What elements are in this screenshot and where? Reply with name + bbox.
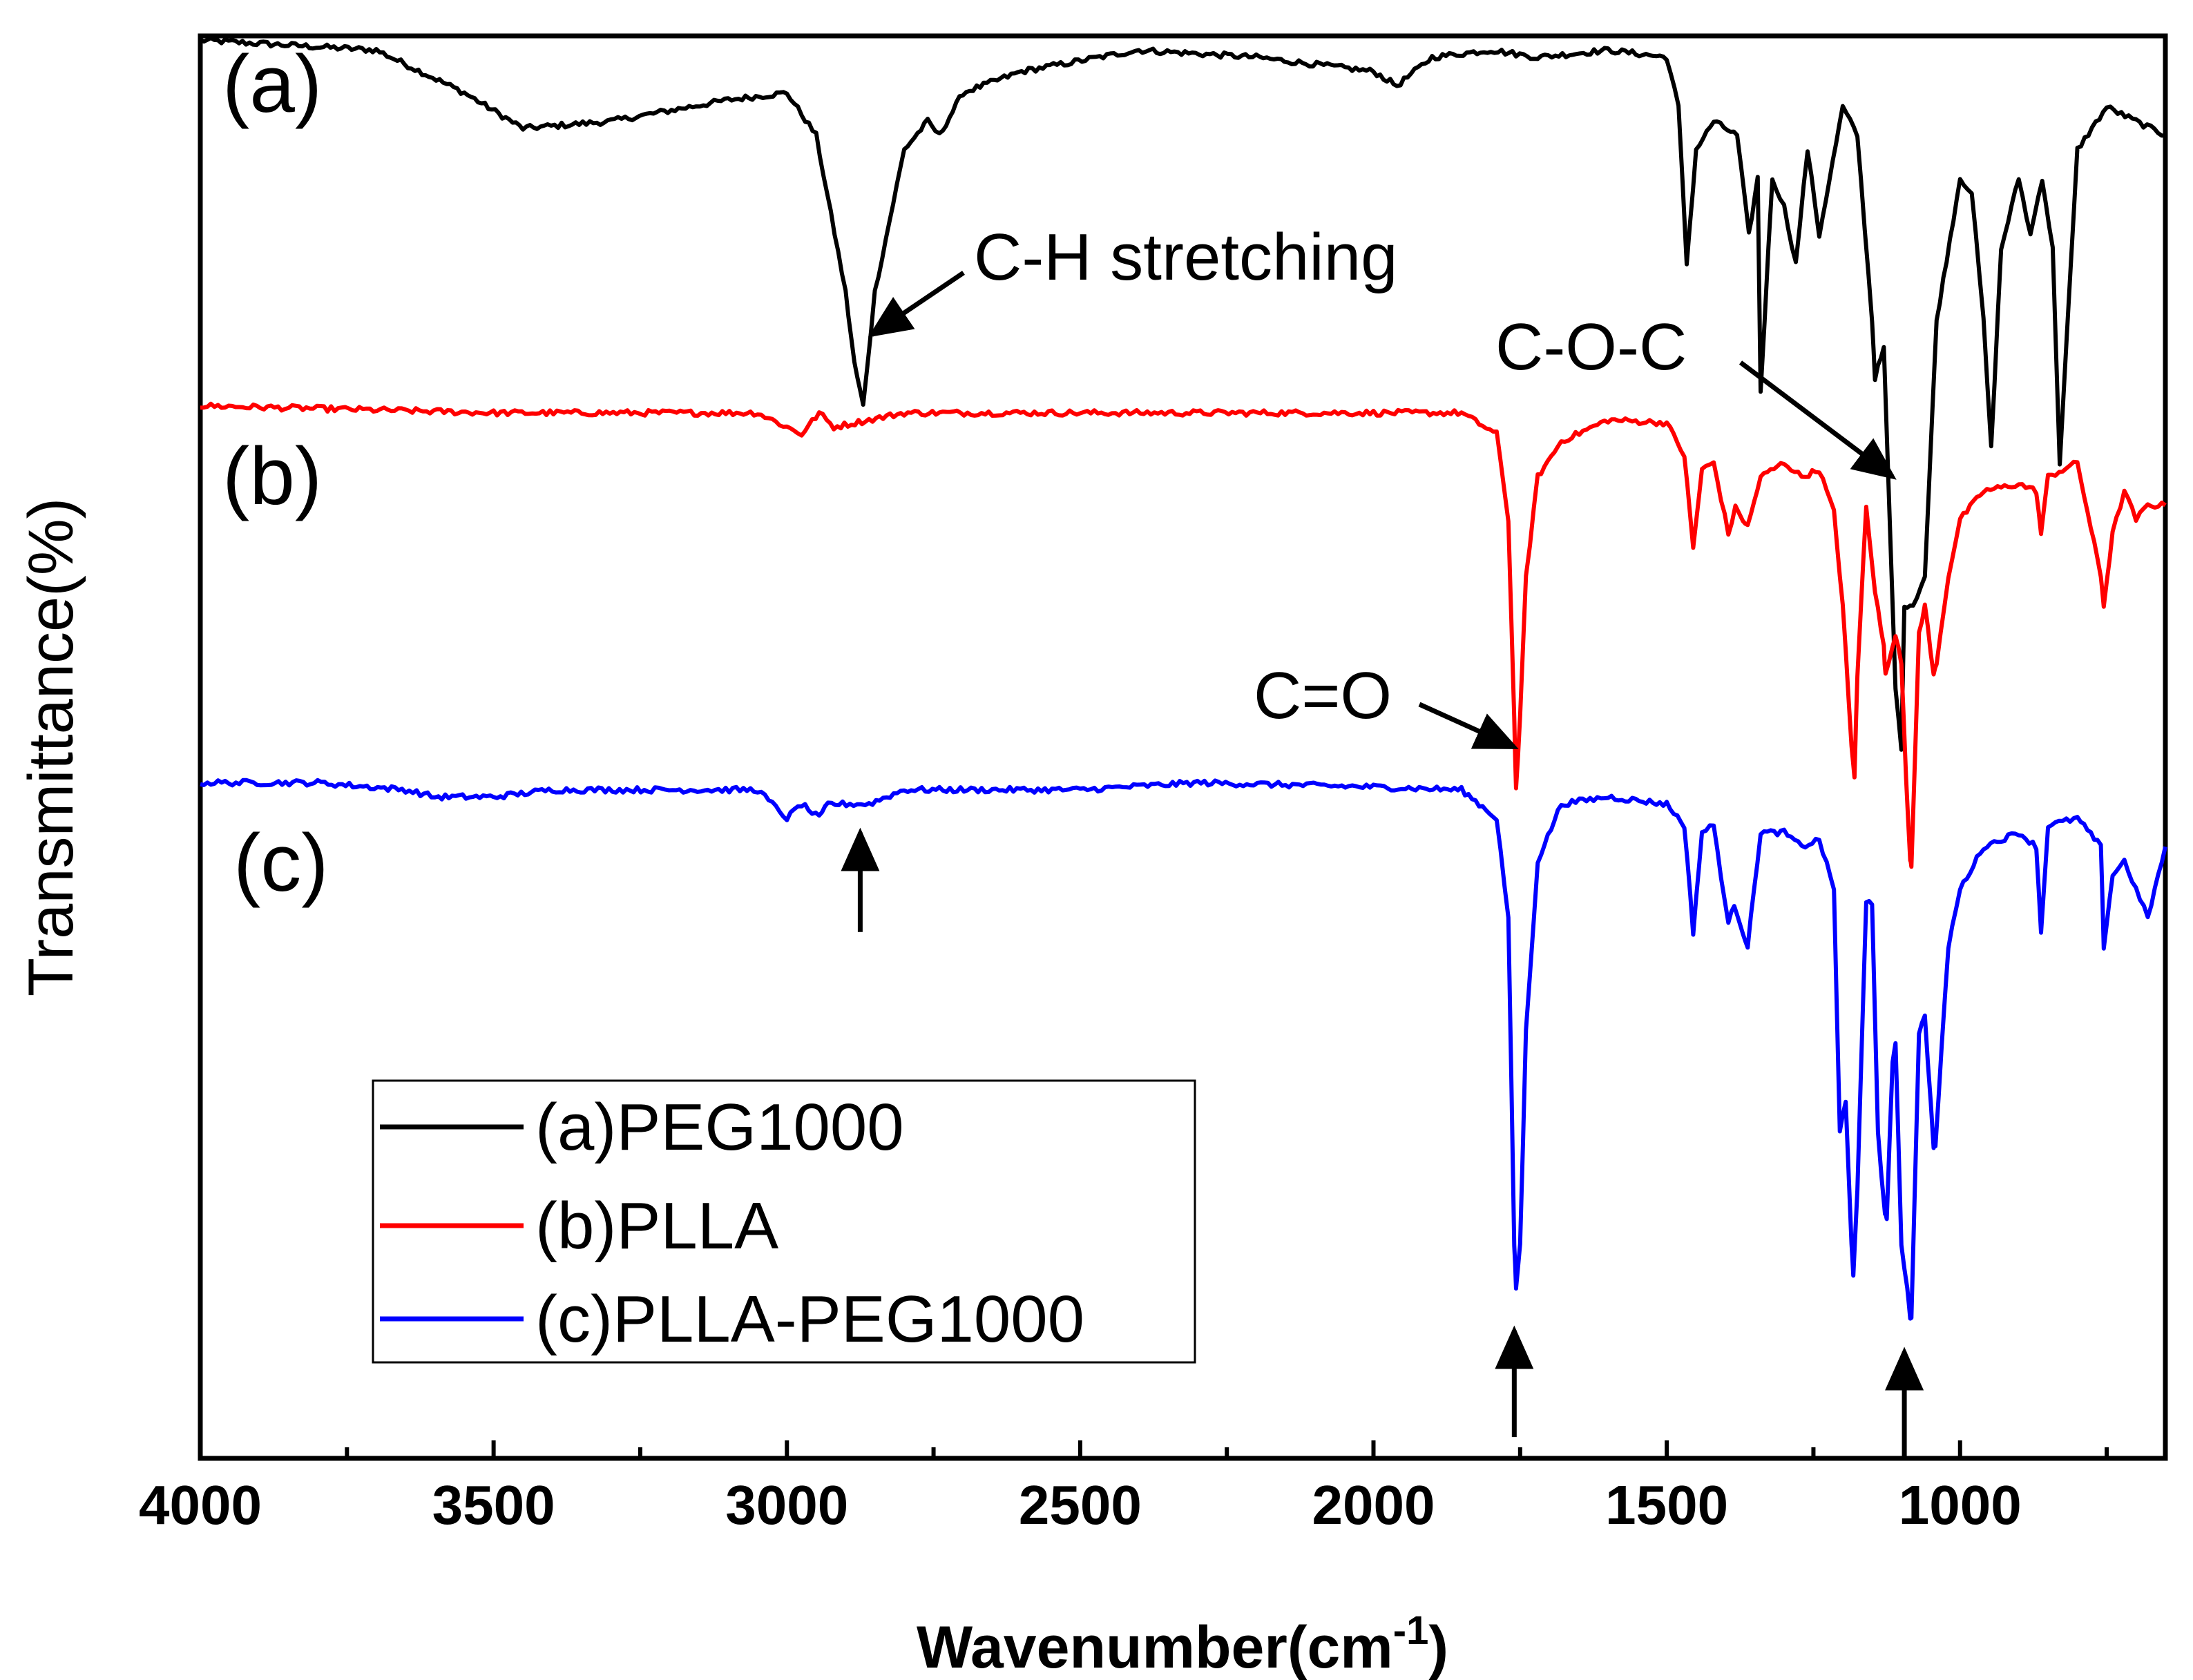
x-axis-title: Wavenumber(cm-1)	[917, 1608, 1448, 1680]
svg-text:C=O: C=O	[1254, 659, 1392, 733]
legend-label-b: (b)PLLA	[535, 1189, 778, 1263]
panel-label-b: (b)	[222, 431, 322, 522]
plot-frame	[198, 33, 2168, 1461]
x-tick-label: 3500	[432, 1474, 555, 1536]
series-line-b	[200, 401, 2167, 869]
series-group	[199, 36, 2167, 1321]
legend-label-a: (a)PEG1000	[535, 1090, 904, 1164]
x-tick-label: 4000	[139, 1474, 262, 1536]
svg-text:C-O-C: C-O-C	[1495, 310, 1687, 384]
x-tick-label: 3000	[725, 1474, 848, 1536]
x-tick-label: 2500	[1019, 1474, 1142, 1536]
svg-text:C-H stretching: C-H stretching	[974, 220, 1398, 294]
annotation-c-o-c: C-O-C	[1495, 310, 1897, 480]
x-axis-ticks	[198, 1440, 2109, 1458]
series-line-a	[199, 36, 2166, 752]
x-tick-label: 2000	[1312, 1474, 1435, 1536]
panel-label-a: (a)	[222, 39, 322, 130]
marker-arrows	[841, 827, 1924, 1458]
x-tick-label: 1000	[1899, 1474, 2022, 1536]
x-axis-tick-labels: 4000 3500 3000 2500 2000 1500 1000	[139, 1474, 2022, 1536]
series-line-c	[200, 778, 2167, 1321]
y-axis-title: Transmittance(%)	[16, 498, 86, 997]
legend: (a)PEG1000 (b)PLLA (c)PLLA-PEG1000	[372, 1079, 1196, 1364]
annotation-c-eq-o: C=O	[1254, 659, 1519, 750]
annotation-ch-stretching: C-H stretching	[868, 220, 1398, 338]
x-tick-label: 1500	[1605, 1474, 1728, 1536]
legend-label-c: (c)PLLA-PEG1000	[535, 1282, 1084, 1356]
panel-label-c: (c)	[233, 818, 329, 909]
